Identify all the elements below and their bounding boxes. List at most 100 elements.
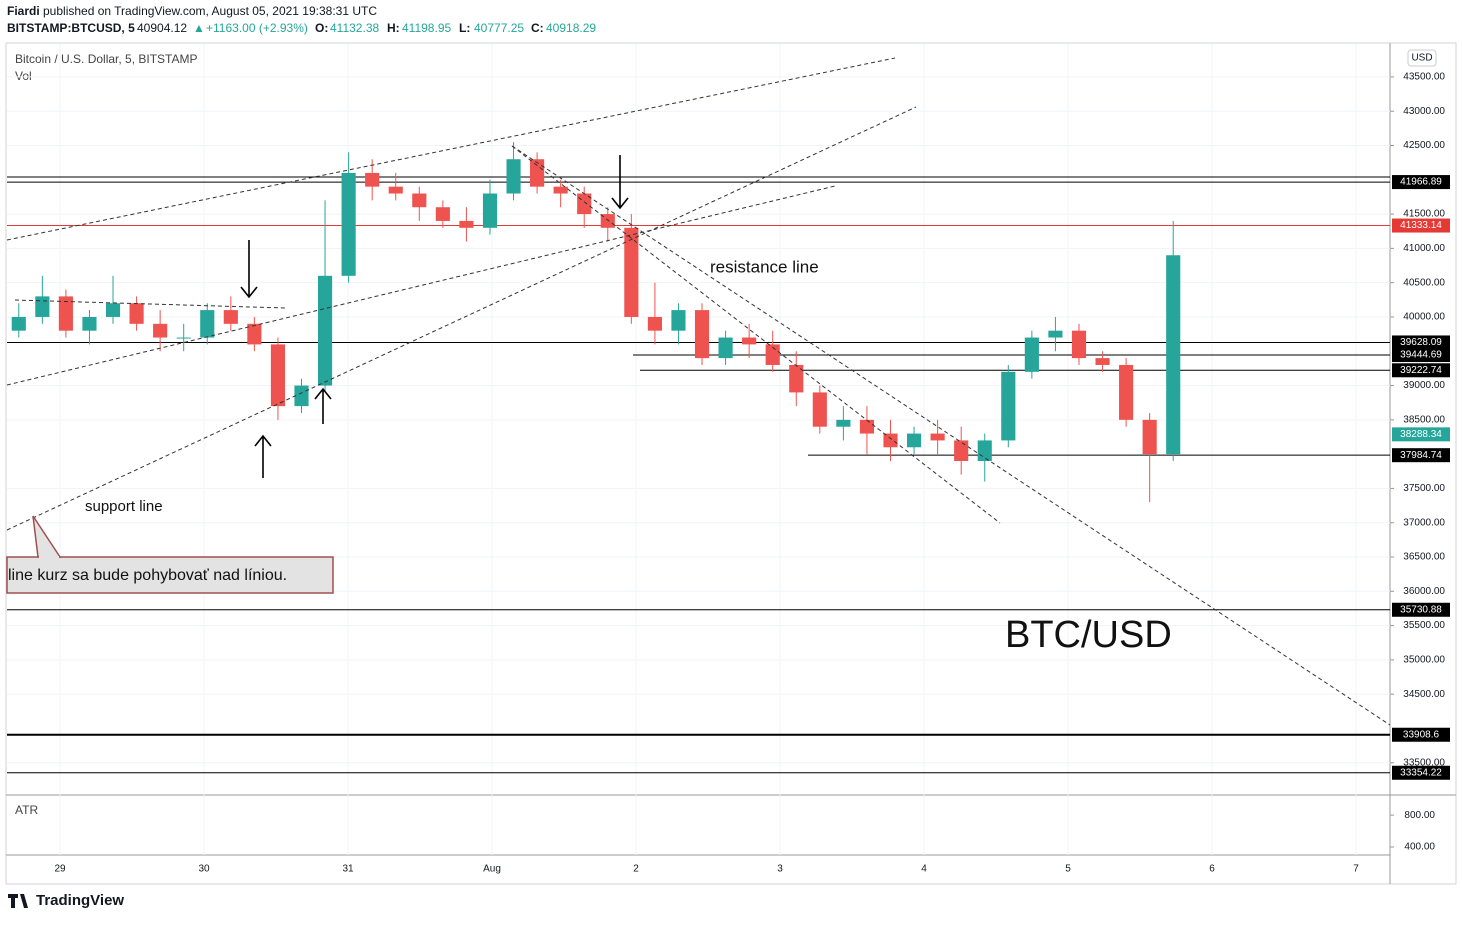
ohlc-value: 40777.25: [474, 21, 524, 35]
candle-body: [930, 433, 945, 441]
candle-body: [82, 316, 97, 331]
level-label-box: [1392, 348, 1450, 363]
candle-body: [1142, 419, 1157, 455]
level-label-box: [1392, 727, 1450, 742]
arrow-down: [240, 240, 258, 299]
y-tick-label: 43000.00: [1403, 106, 1445, 117]
x-tick-label: 3: [777, 864, 783, 875]
x-tick-label: 5: [1065, 864, 1071, 875]
candle-body: [906, 433, 922, 448]
candle-body: [482, 193, 498, 228]
atr-tick-label: 800.00: [1404, 810, 1435, 821]
candle-body: [270, 344, 286, 407]
candle-body: [530, 159, 545, 187]
candle-body: [859, 419, 875, 434]
atr-label: ATR: [15, 803, 38, 817]
candle-body: [812, 392, 827, 427]
y-tick-label: 35000.00: [1403, 655, 1445, 666]
candle-body: [105, 303, 121, 317]
candle-body: [11, 316, 26, 331]
published: published on TradingView.com, August 05,…: [43, 4, 377, 18]
candle-body: [1166, 255, 1181, 455]
level-label-box: [1392, 218, 1450, 233]
author: Fiardi: [7, 4, 40, 18]
candle-body: [694, 310, 710, 359]
footer-brand: TradingView: [36, 892, 124, 909]
last-price: 40904.12: [137, 21, 187, 35]
level-label: 41966.89: [1400, 177, 1442, 188]
candle-body: [1048, 330, 1063, 338]
x-tick-label: 31: [342, 864, 354, 875]
y-tick-label: 41000.00: [1403, 243, 1445, 254]
level-label-box: [1392, 602, 1450, 617]
candle-body: [200, 310, 215, 338]
ohlc-label: O:: [315, 21, 328, 35]
level-label: 39444.69: [1400, 350, 1442, 361]
level-label-box: [1392, 335, 1450, 350]
candle-body: [765, 344, 780, 365]
candle-body: [435, 207, 450, 221]
level-label: 38288.34: [1400, 429, 1442, 440]
resistance-trend: [511, 145, 1391, 726]
callout-box: [6, 556, 334, 594]
candle-body: [836, 419, 851, 427]
y-tick-label: 39000.00: [1403, 380, 1445, 391]
y-tick-label: 40000.00: [1403, 312, 1445, 323]
candle-body: [247, 323, 262, 345]
candle-body: [1071, 330, 1087, 359]
candle-body: [600, 214, 615, 228]
chart-title: Bitcoin / U.S. Dollar, 5, BITSTAMP: [15, 52, 198, 66]
support-label: support line: [85, 498, 163, 515]
level-label: 39628.09: [1400, 337, 1442, 348]
frame: [5, 42, 1457, 885]
arrow-up: [254, 434, 272, 478]
level-label-box: [1392, 448, 1450, 463]
candle-body: [718, 337, 733, 359]
candle-body: [317, 275, 333, 386]
candle-body: [742, 337, 757, 345]
candle-body: [954, 440, 969, 461]
grid: 43500.00 43000.00 42500.00 41500.00 41000.00…: [7, 44, 1445, 855]
x-tick-label: 2: [633, 864, 639, 875]
candle-body: [176, 337, 191, 339]
candle-body: [1024, 337, 1039, 372]
candle-body: [1095, 358, 1110, 365]
currency-box: [1407, 49, 1437, 67]
ohlc-label: H:: [387, 21, 400, 35]
trend-line: [6, 185, 836, 386]
x-tick-label: 6: [1209, 864, 1215, 875]
atr-tick-label: 400.00: [1404, 842, 1435, 853]
candle-body: [624, 227, 639, 317]
change: +1163.00 (+2.93%): [206, 21, 308, 35]
level-label: 41333.14: [1400, 220, 1442, 231]
candle-body: [459, 220, 474, 228]
y-tick-label: 42500.00: [1403, 140, 1445, 151]
y-tick-label: 37000.00: [1403, 517, 1445, 528]
arrow-up: [314, 387, 332, 424]
trend-line: [6, 57, 896, 241]
candle-body: [58, 296, 73, 331]
callout-text: line kurz sa bude pohybovať nad líniou.: [8, 567, 287, 584]
y-tick-label: 38500.00: [1403, 414, 1445, 425]
candle-body: [553, 186, 568, 194]
ohlc: O: 41132.38 H: 41198.95 L: 40777.25 C: 40918.29: [315, 21, 596, 35]
volume-label: Vol: [15, 69, 32, 83]
x-tick-label: 30: [198, 864, 210, 875]
arrow-down: [611, 155, 629, 210]
candle-body: [294, 385, 309, 407]
arrows: [240, 155, 629, 478]
currency: USD: [1411, 53, 1432, 64]
x-tick-label: 7: [1353, 864, 1359, 875]
candle-body: [223, 310, 238, 324]
symbol: BITSTAMP:BTCUSD, 5: [7, 21, 135, 35]
x-tick-label: 29: [54, 864, 66, 875]
candle-body: [789, 364, 804, 393]
level-label-box: [1392, 175, 1450, 190]
ohlc-label: C:: [531, 21, 544, 35]
watermark: BTC/USD: [1005, 614, 1172, 656]
time-axis: 29 30 31 Aug 2 3 4 5 6 7: [54, 864, 1359, 875]
candle-body: [412, 193, 427, 208]
resistance-label: resistance line: [710, 257, 819, 276]
level-label-box: [1392, 765, 1450, 780]
